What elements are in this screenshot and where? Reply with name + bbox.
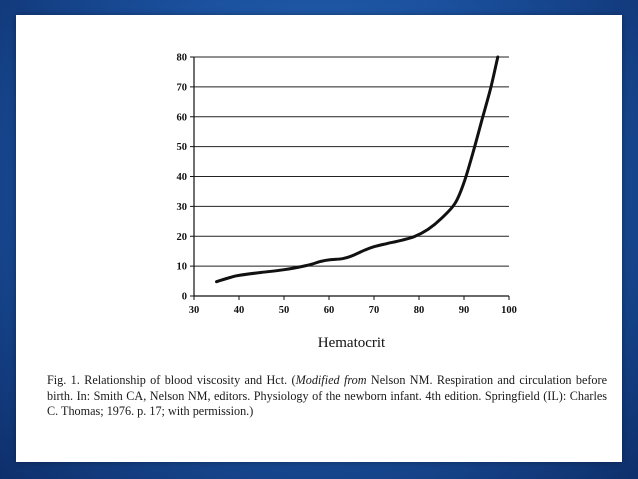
y-tick-label-20: 20 <box>177 232 188 243</box>
x-tick-label-100: 100 <box>501 305 517 316</box>
x-tick-label-70: 70 <box>369 305 380 316</box>
y-tick-label-30: 30 <box>177 202 188 213</box>
caption-lead: Fig. 1. Relationship of blood viscosity … <box>47 373 296 387</box>
y-tick-label-70: 70 <box>177 82 188 93</box>
grid-lines <box>194 56 509 267</box>
slide-frame: 0 10 20 30 40 50 60 70 80 30 40 50 60 70 80 90 100 Hema… <box>16 15 622 462</box>
y-tick-label-80: 80 <box>177 53 188 64</box>
caption-italic: Modified from <box>295 373 367 387</box>
caption-rest: Nelson NM. Respiration and circulation b… <box>47 373 607 418</box>
x-tick-label-50: 50 <box>279 305 290 316</box>
x-tick-label-90: 90 <box>459 305 470 316</box>
x-tick-label-40: 40 <box>234 305 245 316</box>
series-line <box>215 55 500 284</box>
figure-caption: Fig. 1. Relationship of blood viscosity … <box>47 373 607 420</box>
y-tick-label-50: 50 <box>177 142 188 153</box>
x-tick-label-60: 60 <box>324 305 335 316</box>
y-tick-label-60: 60 <box>177 112 188 123</box>
y-tick-label-0: 0 <box>182 292 187 303</box>
x-axis-ticks: 30 40 50 60 70 80 90 100 <box>189 296 517 316</box>
y-tick-label-10: 10 <box>177 262 188 273</box>
x-tick-label-80: 80 <box>414 305 425 316</box>
y-axis-ticks: 0 10 20 30 40 50 60 70 80 <box>177 53 194 303</box>
x-tick-label-30: 30 <box>189 305 200 316</box>
viscosity-chart: 0 10 20 30 40 50 60 70 80 30 40 50 60 70 80 90 100 Hema… <box>177 53 517 352</box>
y-tick-label-40: 40 <box>177 172 188 183</box>
x-axis-title: Hematocrit <box>318 335 386 351</box>
